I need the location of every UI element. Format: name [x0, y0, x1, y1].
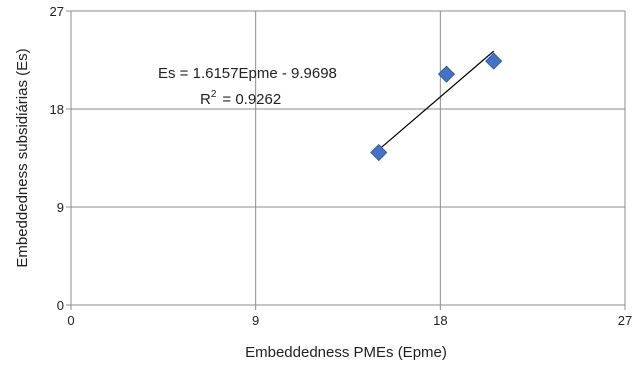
x-tick-label-9: 9: [252, 313, 259, 328]
x-axis-title: Embeddedness PMEs (Epme): [245, 344, 447, 361]
data-point-0-2: [485, 52, 503, 70]
y-axis-title: Embeddedness subsidiárias (Es): [14, 48, 31, 267]
axis-layer: 0 9 18 27 0 9 18 27: [50, 4, 633, 328]
data-point-0-1: [437, 65, 456, 83]
trendline: [378, 50, 495, 151]
trendline-layer: [378, 50, 495, 151]
r-squared-prefix: R: [200, 91, 211, 108]
data-point-0-0: [370, 143, 388, 162]
trendline-equation: Es = 1.6157Epme - 9.9698: [158, 65, 337, 82]
points-layer: [370, 52, 503, 162]
r-squared-superscript: 2: [211, 89, 217, 100]
y-tick-label-0: 0: [57, 298, 64, 313]
x-tick-label-18: 18: [433, 313, 447, 328]
x-tick-label-0: 0: [67, 313, 74, 328]
r-squared-value: = 0.9262: [222, 91, 281, 108]
r-squared-label: R2 = 0.9262: [200, 89, 281, 108]
x-tick-label-27: 27: [618, 313, 632, 328]
y-tick-label-27: 27: [50, 4, 64, 19]
y-tick-label-9: 9: [57, 200, 64, 215]
y-tick-label-18: 18: [50, 102, 64, 117]
labels-layer: Es = 1.6157Epme - 9.9698 R2 = 0.9262 Embe…: [14, 48, 447, 361]
grid-layer: [70, 10, 626, 306]
plot-area-border: [70, 10, 626, 306]
